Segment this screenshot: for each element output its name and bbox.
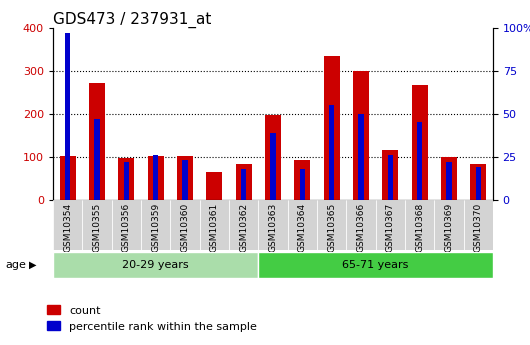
FancyBboxPatch shape [258, 252, 493, 278]
Bar [329, 105, 334, 200]
Text: GSM10362: GSM10362 [239, 203, 248, 252]
Text: GSM10359: GSM10359 [151, 203, 160, 252]
Text: 20-29 years: 20-29 years [122, 260, 189, 270]
Bar [270, 133, 276, 200]
Text: GSM10355: GSM10355 [93, 203, 101, 252]
Text: GSM10354: GSM10354 [63, 203, 72, 252]
Text: GSM10364: GSM10364 [298, 203, 307, 252]
Text: 65-71 years: 65-71 years [342, 260, 409, 270]
Bar [206, 172, 223, 200]
Bar [147, 156, 164, 200]
Bar [417, 122, 422, 200]
Text: GSM10368: GSM10368 [415, 203, 424, 252]
FancyBboxPatch shape [434, 200, 464, 250]
Text: GSM10370: GSM10370 [474, 203, 483, 252]
Bar [387, 155, 393, 200]
Bar [382, 150, 399, 200]
Text: GSM10366: GSM10366 [357, 203, 365, 252]
FancyBboxPatch shape [258, 200, 288, 250]
Legend: count, percentile rank within the sample: count, percentile rank within the sample [42, 300, 262, 336]
Bar [441, 157, 457, 200]
Text: GSM10356: GSM10356 [122, 203, 131, 252]
Bar [94, 119, 100, 200]
FancyBboxPatch shape [317, 200, 346, 250]
Bar [241, 169, 246, 200]
Bar [177, 156, 193, 200]
Text: ▶: ▶ [29, 260, 37, 270]
Bar [323, 56, 340, 200]
Text: GSM10367: GSM10367 [386, 203, 395, 252]
FancyBboxPatch shape [112, 200, 141, 250]
Text: GSM10361: GSM10361 [210, 203, 219, 252]
FancyBboxPatch shape [200, 200, 229, 250]
Text: GSM10365: GSM10365 [327, 203, 336, 252]
Bar [118, 158, 135, 200]
Bar [299, 169, 305, 200]
Bar [353, 71, 369, 200]
Bar [411, 85, 428, 200]
FancyBboxPatch shape [405, 200, 434, 250]
Bar [446, 162, 452, 200]
FancyBboxPatch shape [346, 200, 376, 250]
FancyBboxPatch shape [82, 200, 112, 250]
Bar [265, 115, 281, 200]
Bar [182, 160, 188, 200]
FancyBboxPatch shape [464, 200, 493, 250]
Bar [470, 164, 487, 200]
FancyBboxPatch shape [53, 200, 82, 250]
Bar [475, 167, 481, 200]
FancyBboxPatch shape [376, 200, 405, 250]
Text: GSM10363: GSM10363 [269, 203, 277, 252]
FancyBboxPatch shape [53, 252, 258, 278]
Bar [89, 83, 105, 200]
Text: GSM10369: GSM10369 [445, 203, 453, 252]
Bar [235, 164, 252, 200]
Bar [294, 160, 311, 200]
Text: age: age [5, 260, 26, 270]
FancyBboxPatch shape [229, 200, 258, 250]
Bar [59, 156, 76, 200]
Bar [65, 33, 70, 200]
Text: GSM10360: GSM10360 [181, 203, 189, 252]
Text: GDS473 / 237931_at: GDS473 / 237931_at [53, 11, 211, 28]
Bar [153, 155, 158, 200]
FancyBboxPatch shape [288, 200, 317, 250]
FancyBboxPatch shape [141, 200, 170, 250]
FancyBboxPatch shape [170, 200, 200, 250]
Bar [123, 162, 129, 200]
Bar [358, 114, 364, 200]
